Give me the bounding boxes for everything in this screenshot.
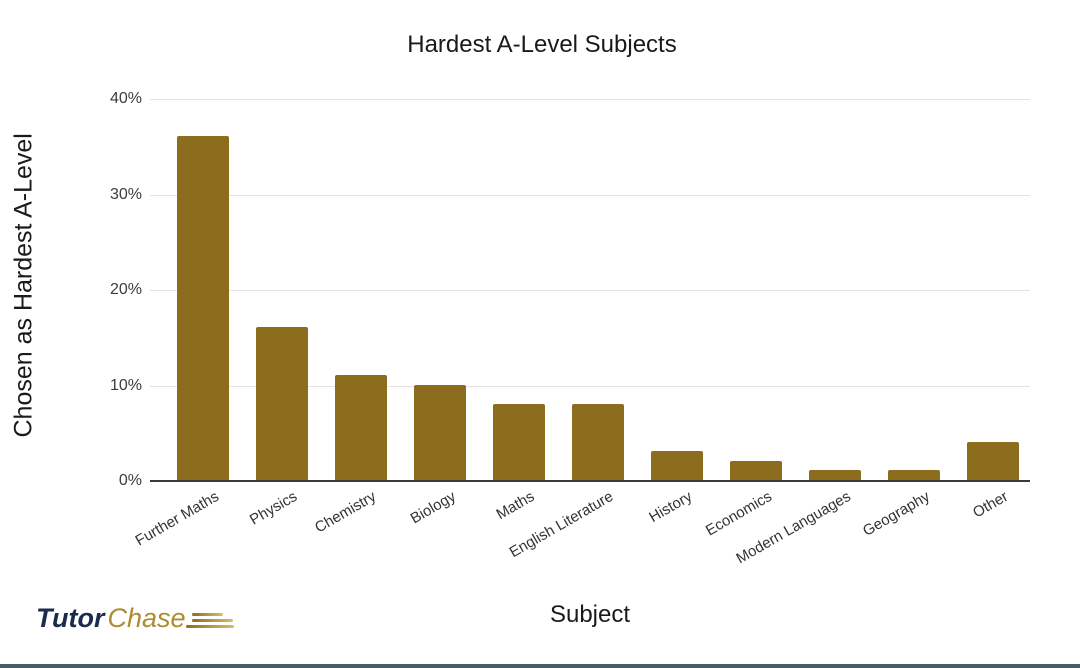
- x-axis-line: [150, 480, 1030, 482]
- bar: [335, 374, 387, 480]
- gridline: [150, 194, 1030, 196]
- y-tick-label: 20%: [109, 281, 142, 298]
- x-tick-label: Biology: [407, 488, 459, 528]
- x-tick-label: Chemistry: [312, 488, 380, 537]
- bar: [809, 470, 861, 480]
- logo-text-tutor: Tutor: [36, 602, 105, 633]
- x-axis-title: Subject: [549, 601, 631, 628]
- bar: [414, 384, 466, 480]
- gridline: [150, 290, 1030, 291]
- x-tick-label: Maths: [493, 488, 538, 524]
- y-axis-title: Chosen as Hardest A-Level: [9, 133, 38, 438]
- bar: [572, 403, 624, 480]
- x-tick-label: Further Maths: [132, 488, 222, 550]
- tutorchase-logo: Tutor Chase: [36, 600, 234, 636]
- x-tick-label: Other: [970, 488, 1012, 522]
- y-tick-label: 10%: [109, 376, 142, 394]
- bar: [888, 470, 940, 480]
- bar: [177, 136, 229, 480]
- gridline: [150, 99, 1030, 100]
- x-tick-label: History: [646, 488, 696, 527]
- bar: [493, 403, 545, 480]
- logo-text-chase: Chase: [107, 602, 186, 633]
- bar: [651, 451, 703, 480]
- bar: [967, 441, 1019, 480]
- x-tick-label: Economics: [702, 488, 775, 540]
- bar: [730, 460, 782, 480]
- gridline: [150, 385, 1030, 387]
- plot-area: [150, 99, 1030, 482]
- speed-lines-icon: [185, 612, 234, 628]
- y-tick-label: 0%: [118, 472, 142, 489]
- bottom-accent-bar: [0, 664, 1080, 668]
- y-tick-label: 30%: [109, 185, 142, 203]
- x-tick-label: Geography: [859, 488, 933, 540]
- chart-title: Hardest A-Level Subjects: [407, 31, 677, 58]
- y-tick-label: 40%: [109, 90, 142, 107]
- bar: [256, 327, 308, 480]
- x-tick-label: Physics: [247, 488, 301, 529]
